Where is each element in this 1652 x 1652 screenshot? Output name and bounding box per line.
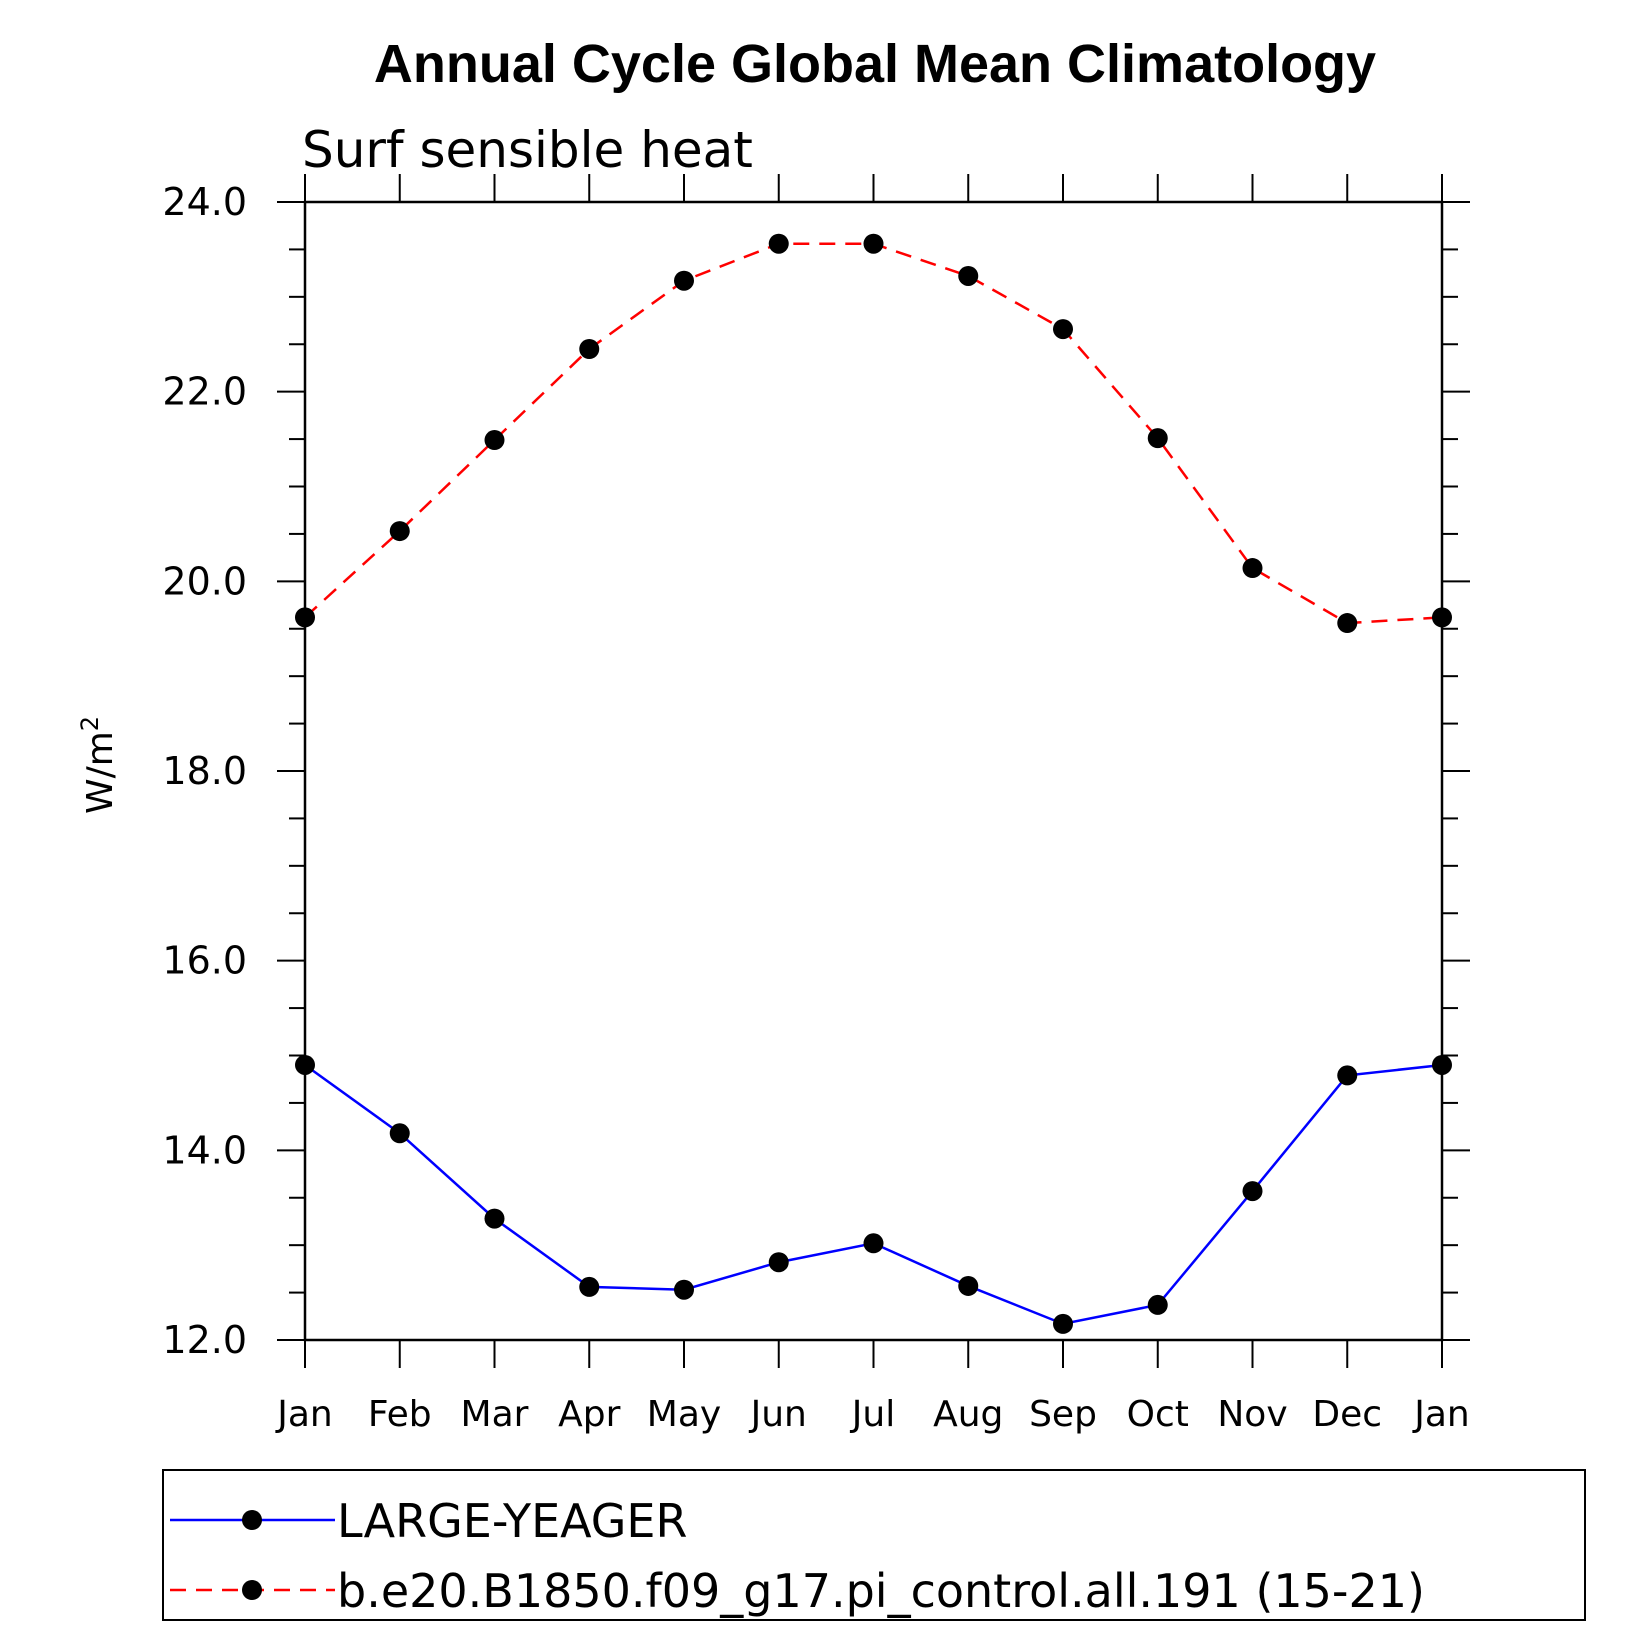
series-line-1 <box>304 1063 1443 1326</box>
data-point-series-1 <box>295 1054 315 1075</box>
y-tick-label: 14.0 <box>162 1128 247 1172</box>
data-point-series-2 <box>484 430 505 451</box>
data-point-series-1 <box>579 1276 600 1297</box>
data-point-series-2 <box>389 521 410 542</box>
data-point-series-1 <box>389 1123 410 1144</box>
x-tick-label: Dec <box>1312 1394 1382 1435</box>
x-tick-label: Sep <box>1029 1394 1097 1435</box>
chart-subtitle: Surf sensible heat <box>302 121 753 179</box>
y-tick-label: 18.0 <box>162 749 247 793</box>
data-point-series-1 <box>1053 1313 1073 1334</box>
data-point-series-2 <box>1242 558 1263 579</box>
y-tick-label: 20.0 <box>162 559 247 603</box>
x-tick-label: Feb <box>368 1394 432 1435</box>
x-tick-label: Aug <box>933 1394 1003 1435</box>
legend-marker-2 <box>242 1580 262 1600</box>
chart-title: Annual Cycle Global Mean Climatology <box>374 34 1376 94</box>
data-point-series-1 <box>1337 1065 1358 1086</box>
legend-label-1: LARGE-YEAGER <box>337 1494 687 1548</box>
data-point-series-1 <box>768 1252 789 1273</box>
data-point-series-1 <box>1432 1054 1452 1075</box>
data-point-series-1 <box>674 1279 694 1300</box>
svg-text:W/m2: W/m2 <box>76 716 121 814</box>
data-point-series-2 <box>863 233 884 254</box>
data-point-series-2 <box>768 233 789 254</box>
data-point-series-2 <box>1147 428 1168 449</box>
x-tick-label: May <box>647 1394 721 1435</box>
data-point-series-2 <box>1337 613 1358 634</box>
legend-box <box>162 1469 1586 1621</box>
x-tick-label: Apr <box>558 1394 620 1435</box>
legend-marker-1 <box>242 1510 262 1530</box>
x-tick-label: Jan <box>275 1394 333 1435</box>
x-tick-label: Mar <box>461 1394 529 1435</box>
x-tick-label: Oct <box>1127 1394 1189 1435</box>
data-point-series-2 <box>674 270 694 291</box>
y-tick-label: 16.0 <box>162 939 247 983</box>
data-point-series-1 <box>484 1208 505 1229</box>
y-tick-label: 22.0 <box>162 370 247 414</box>
series-line-2 <box>304 242 1443 625</box>
y-axis-label: W/m2 <box>76 716 121 814</box>
data-point-series-2 <box>295 607 315 628</box>
x-tick-label: Jan <box>1412 1394 1470 1435</box>
legend: LARGE-YEAGER b.e20.B1850.f09_g17.pi_contr… <box>162 1469 1586 1621</box>
data-point-series-1 <box>863 1233 884 1254</box>
data-point-series-2 <box>579 338 600 359</box>
x-tick-label: Jul <box>850 1394 895 1435</box>
x-tick-label: Nov <box>1217 1394 1287 1435</box>
data-point-series-2 <box>1432 607 1452 628</box>
y-tick-label: 24.0 <box>162 180 247 224</box>
data-point-series-1 <box>1147 1294 1168 1315</box>
data-point-series-1 <box>1242 1181 1263 1202</box>
y-axis-label-text: W/m <box>80 731 121 814</box>
legend-label-2: b.e20.B1850.f09_g17.pi_control.all.191 (… <box>337 1564 1425 1618</box>
data-point-series-2 <box>958 265 979 286</box>
y-tick-label: 12.0 <box>162 1318 247 1362</box>
plot-area: 12.0 14.0 16.0 18.0 20.0 22.0 24.0 Jan Feb Mar Apr… <box>162 174 1470 1435</box>
data-point-series-2 <box>1053 319 1073 340</box>
data-point-series-1 <box>958 1275 979 1296</box>
x-tick-label: Jun <box>749 1394 807 1435</box>
y-axis-label-superscript: 2 <box>76 716 104 731</box>
